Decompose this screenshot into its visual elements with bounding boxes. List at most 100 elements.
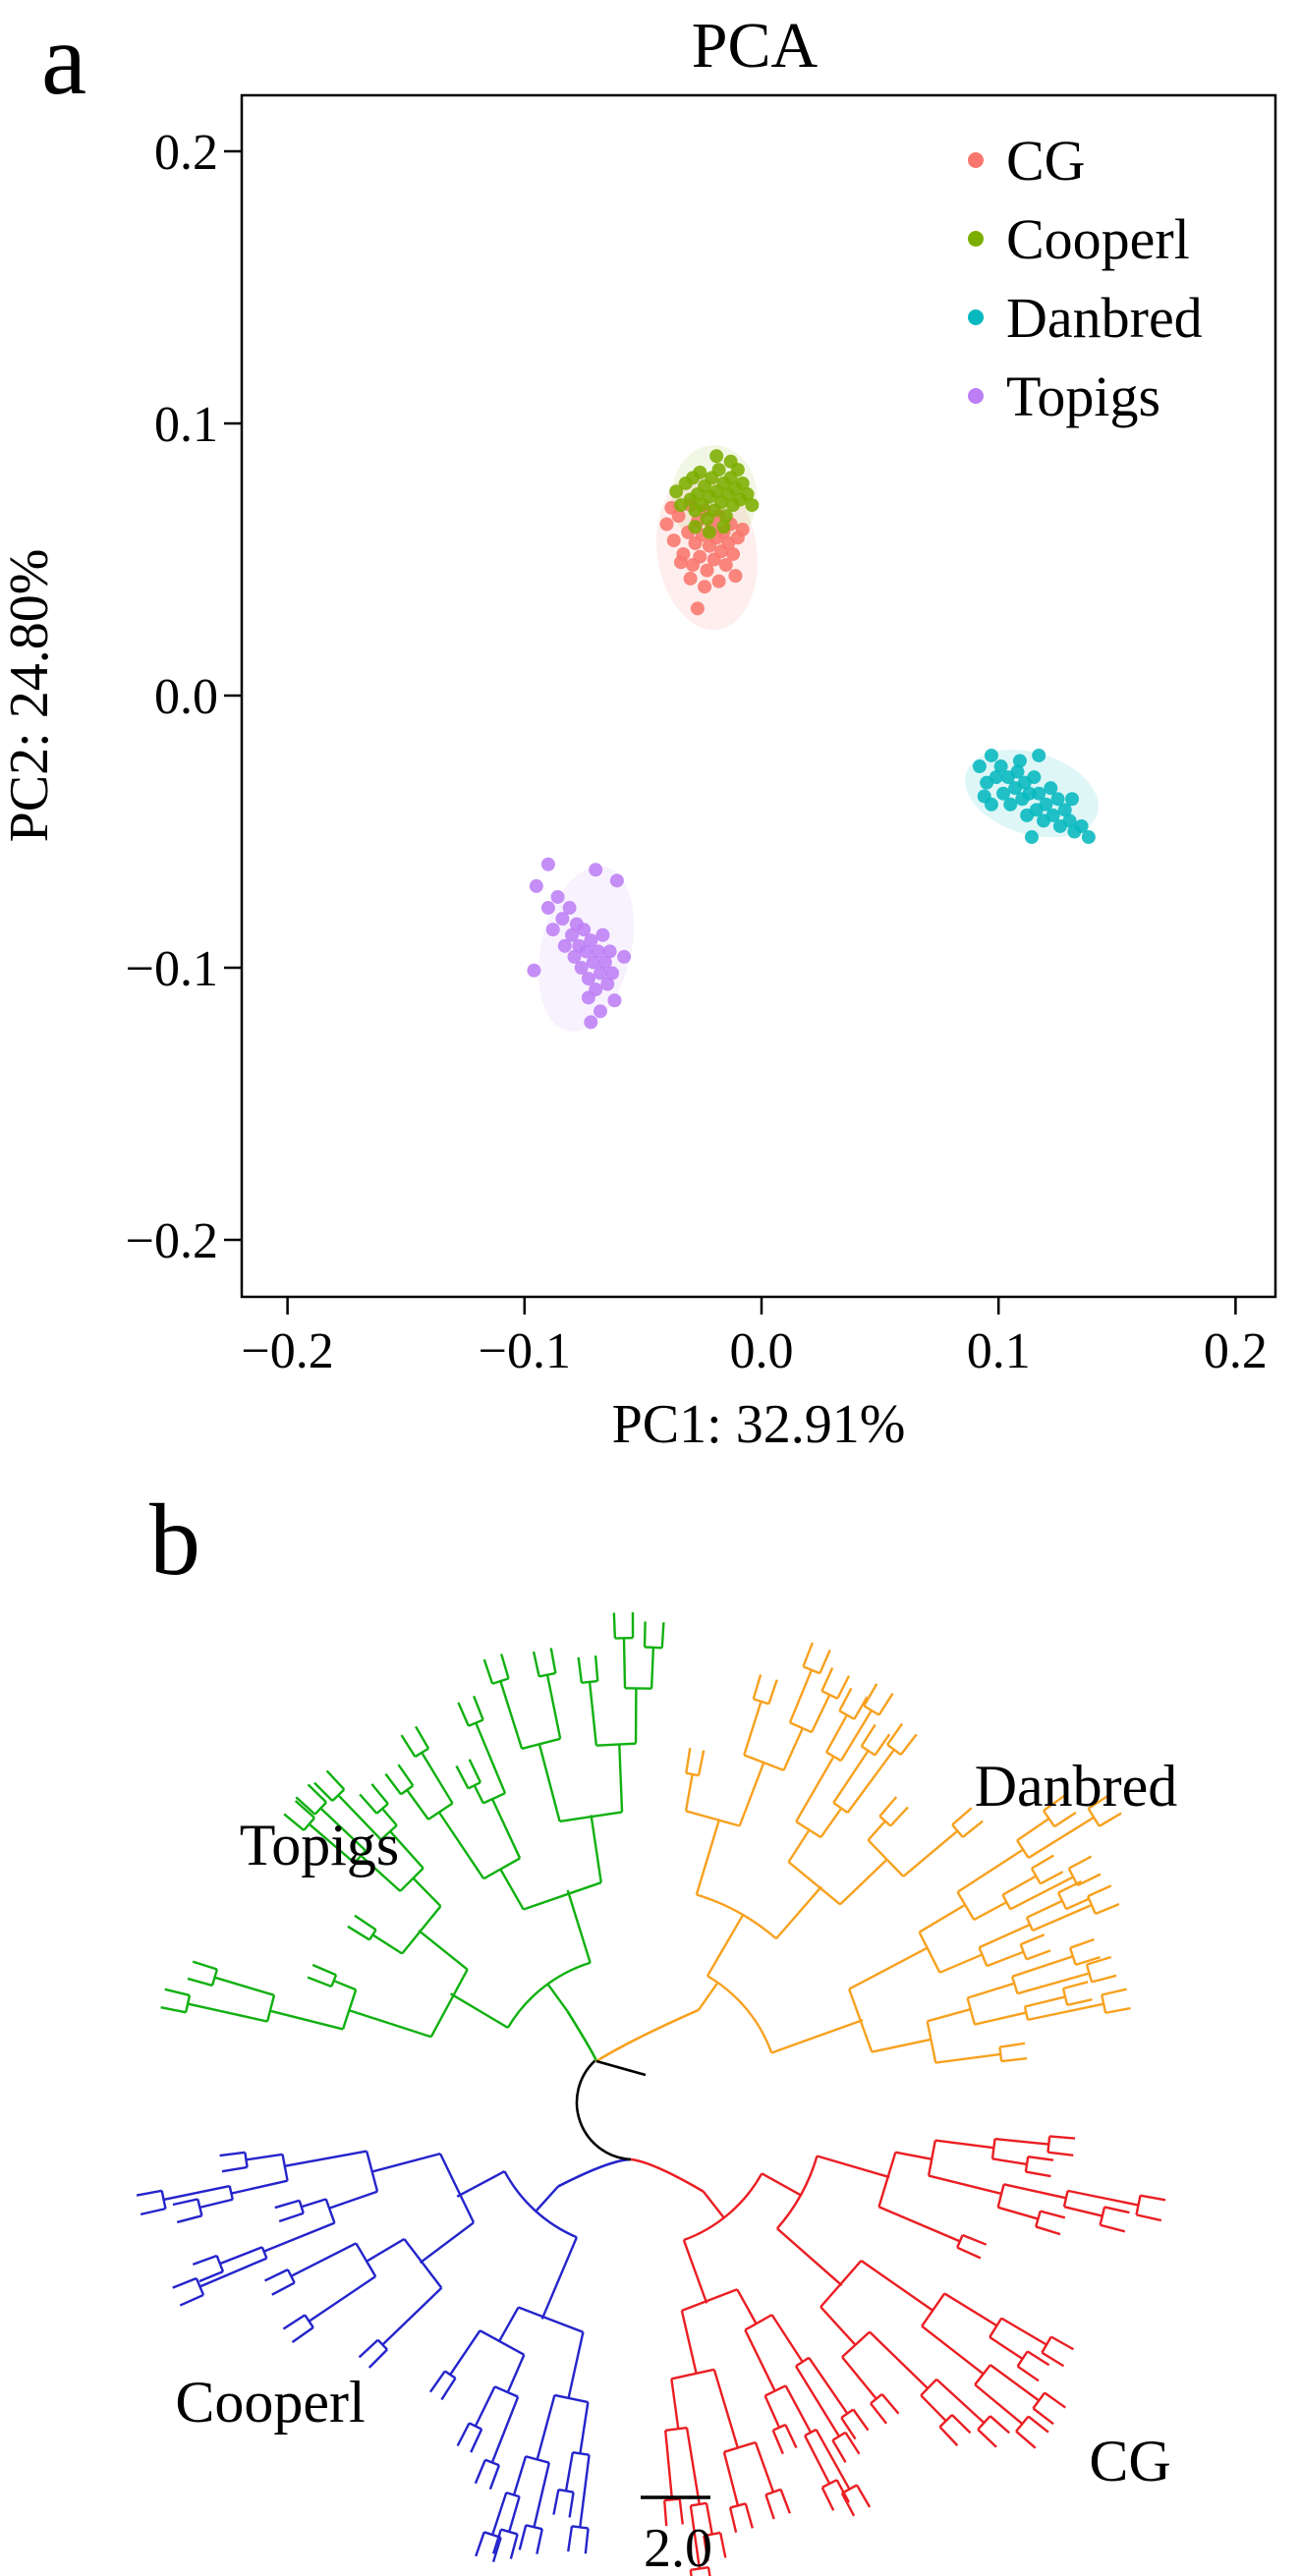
legend-dot-cooperl <box>968 231 984 247</box>
tree-clade-danbred <box>820 1807 843 1838</box>
tree-clade-cg <box>895 2151 933 2160</box>
tree-clade-cg <box>683 2172 763 2242</box>
tree-clade-cg <box>770 2314 804 2363</box>
tree-clade-cooperl <box>286 2268 296 2284</box>
tree-clade-cooperl <box>438 2153 476 2223</box>
tree-clade-cg <box>703 2535 709 2561</box>
tree-clade-topigs <box>331 1788 346 1802</box>
tree-clade-danbred <box>838 1687 853 1712</box>
tree-clade-cooperl <box>508 2495 521 2533</box>
tree-clade-cg <box>1015 2430 1037 2449</box>
scatter-point-cg <box>718 558 733 573</box>
tree-clade-danbred <box>1057 1891 1068 1910</box>
scatter-point-cooperl <box>718 509 733 524</box>
tree-clade-topigs <box>559 1811 623 1823</box>
tree-clade-danbred <box>795 1820 821 1839</box>
tree-clade-cg <box>921 2324 985 2376</box>
tree-clade-cooperl <box>484 2458 500 2467</box>
tree-clade-cg <box>927 2140 936 2176</box>
tree-clade-cooperl <box>163 2184 230 2202</box>
tree-clade-cooperl <box>355 2242 377 2277</box>
y-tick-label: −0.2 <box>126 1213 218 1269</box>
tree-clade-cooperl <box>271 2281 296 2296</box>
tree-clade-cg <box>869 2330 930 2389</box>
y-axis-title: PC2: 24.80% <box>0 549 60 843</box>
scatter-point-danbred <box>1074 818 1089 833</box>
tree-clade-cg <box>808 2357 849 2415</box>
tree-clade-cooperl <box>505 2491 520 2498</box>
tree-clade-topigs <box>214 1976 275 1996</box>
tree-clade-danbred <box>978 1923 1031 1949</box>
tree-clade-danbred <box>874 1733 891 1757</box>
tree-clade-topigs <box>499 1680 524 1750</box>
scatter-point-danbred <box>996 786 1011 801</box>
tree-clade-cooperl <box>491 2537 502 2563</box>
scatter-point-cooperl <box>740 487 755 502</box>
x-tick-label: −0.1 <box>479 1323 571 1379</box>
tree-clade-danbred <box>1020 1933 1046 1946</box>
tree-clade-cg <box>956 2234 964 2249</box>
tree-clade-danbred <box>973 1901 1008 1922</box>
tree-clade-danbred <box>1104 2006 1131 2015</box>
tree-clade-cooperl <box>179 2293 204 2307</box>
tree-clade-cg <box>1067 2189 1139 2207</box>
tree-clade-topigs <box>283 1813 305 1831</box>
tree-clade-danbred <box>1065 1897 1091 1911</box>
clade-label-danbred: Danbred <box>975 1754 1178 1819</box>
tree-clade-cooperl <box>571 2525 589 2530</box>
tree-clade-cooperl <box>221 2165 248 2173</box>
tree-clade-topigs <box>360 1854 402 1892</box>
tree-clade-cg <box>744 2329 776 2392</box>
tree-clade-cooperl <box>274 2199 301 2210</box>
scatter-point-danbred <box>977 789 991 804</box>
tree-clade-topigs <box>375 1803 389 1815</box>
tree-clade-danbred <box>795 1756 835 1822</box>
tree-clade-cooperl <box>215 2255 225 2272</box>
scatter-point-cg <box>666 533 681 548</box>
tree-clade-topigs <box>537 1743 561 1822</box>
tree-clade-cg <box>1136 2213 1162 2222</box>
tree-clade-cooperl <box>572 2451 590 2456</box>
tree-clade-topigs <box>457 1702 470 1727</box>
tree-clade-topigs <box>337 1794 382 1841</box>
tree-clade-cooperl <box>376 2338 388 2351</box>
scatter-point-topigs <box>584 933 598 948</box>
tree-clade-topigs <box>506 1961 592 2029</box>
tree-clade-cg <box>784 2384 813 2434</box>
tree-clade-cooperl <box>219 2151 246 2157</box>
tree-clade-topigs <box>294 1800 315 1820</box>
scatter-point-topigs <box>584 1015 598 1030</box>
tree-clade-topigs <box>595 1742 637 1747</box>
tree-clade-cooperl <box>552 2489 560 2515</box>
tree-clade-cooperl <box>540 2236 579 2320</box>
tree-clade-topigs <box>187 1977 213 1988</box>
tree-clade-cg <box>689 2569 693 2576</box>
tree-clade-cooperl <box>474 2385 496 2428</box>
tree-clade-danbred <box>1028 1816 1095 1860</box>
tree-clade-topigs <box>437 1811 485 1879</box>
tree-clade-cg <box>870 2392 883 2405</box>
tree-clade-cg <box>1041 2351 1065 2368</box>
tree-clade-danbred <box>886 1743 902 1756</box>
tree-clade-danbred <box>886 1722 904 1746</box>
tree-clade-cg <box>841 2356 877 2400</box>
tree-clade-cg <box>1140 2194 1166 2202</box>
tree-clade-cooperl <box>366 2237 405 2264</box>
tree-clade-cooperl <box>228 2185 234 2201</box>
tree-clade-cg <box>943 2292 998 2327</box>
scatter-point-topigs <box>527 963 541 978</box>
plot-frame <box>240 93 1277 1299</box>
y-tick-label: 0.2 <box>154 125 218 181</box>
tree-clade-topigs <box>566 1889 592 1964</box>
tree-clade-cg <box>1025 2170 1051 2178</box>
tree-clade-cg <box>1040 2210 1066 2219</box>
panel-b-letter: b <box>149 1484 200 1596</box>
tree-clade-topigs <box>468 1718 484 1727</box>
tree-clade-danbred <box>820 1690 838 1700</box>
clade-labels: Topigs Danbred Cooperl CG <box>175 1754 1177 2493</box>
tree-clade-topigs <box>381 1808 398 1826</box>
tree-clade-cooperl <box>494 2385 519 2398</box>
scatter-point-topigs <box>540 857 555 871</box>
x-tick-label: 0.0 <box>730 1323 794 1379</box>
tree-clade-cooperl <box>198 2270 224 2283</box>
